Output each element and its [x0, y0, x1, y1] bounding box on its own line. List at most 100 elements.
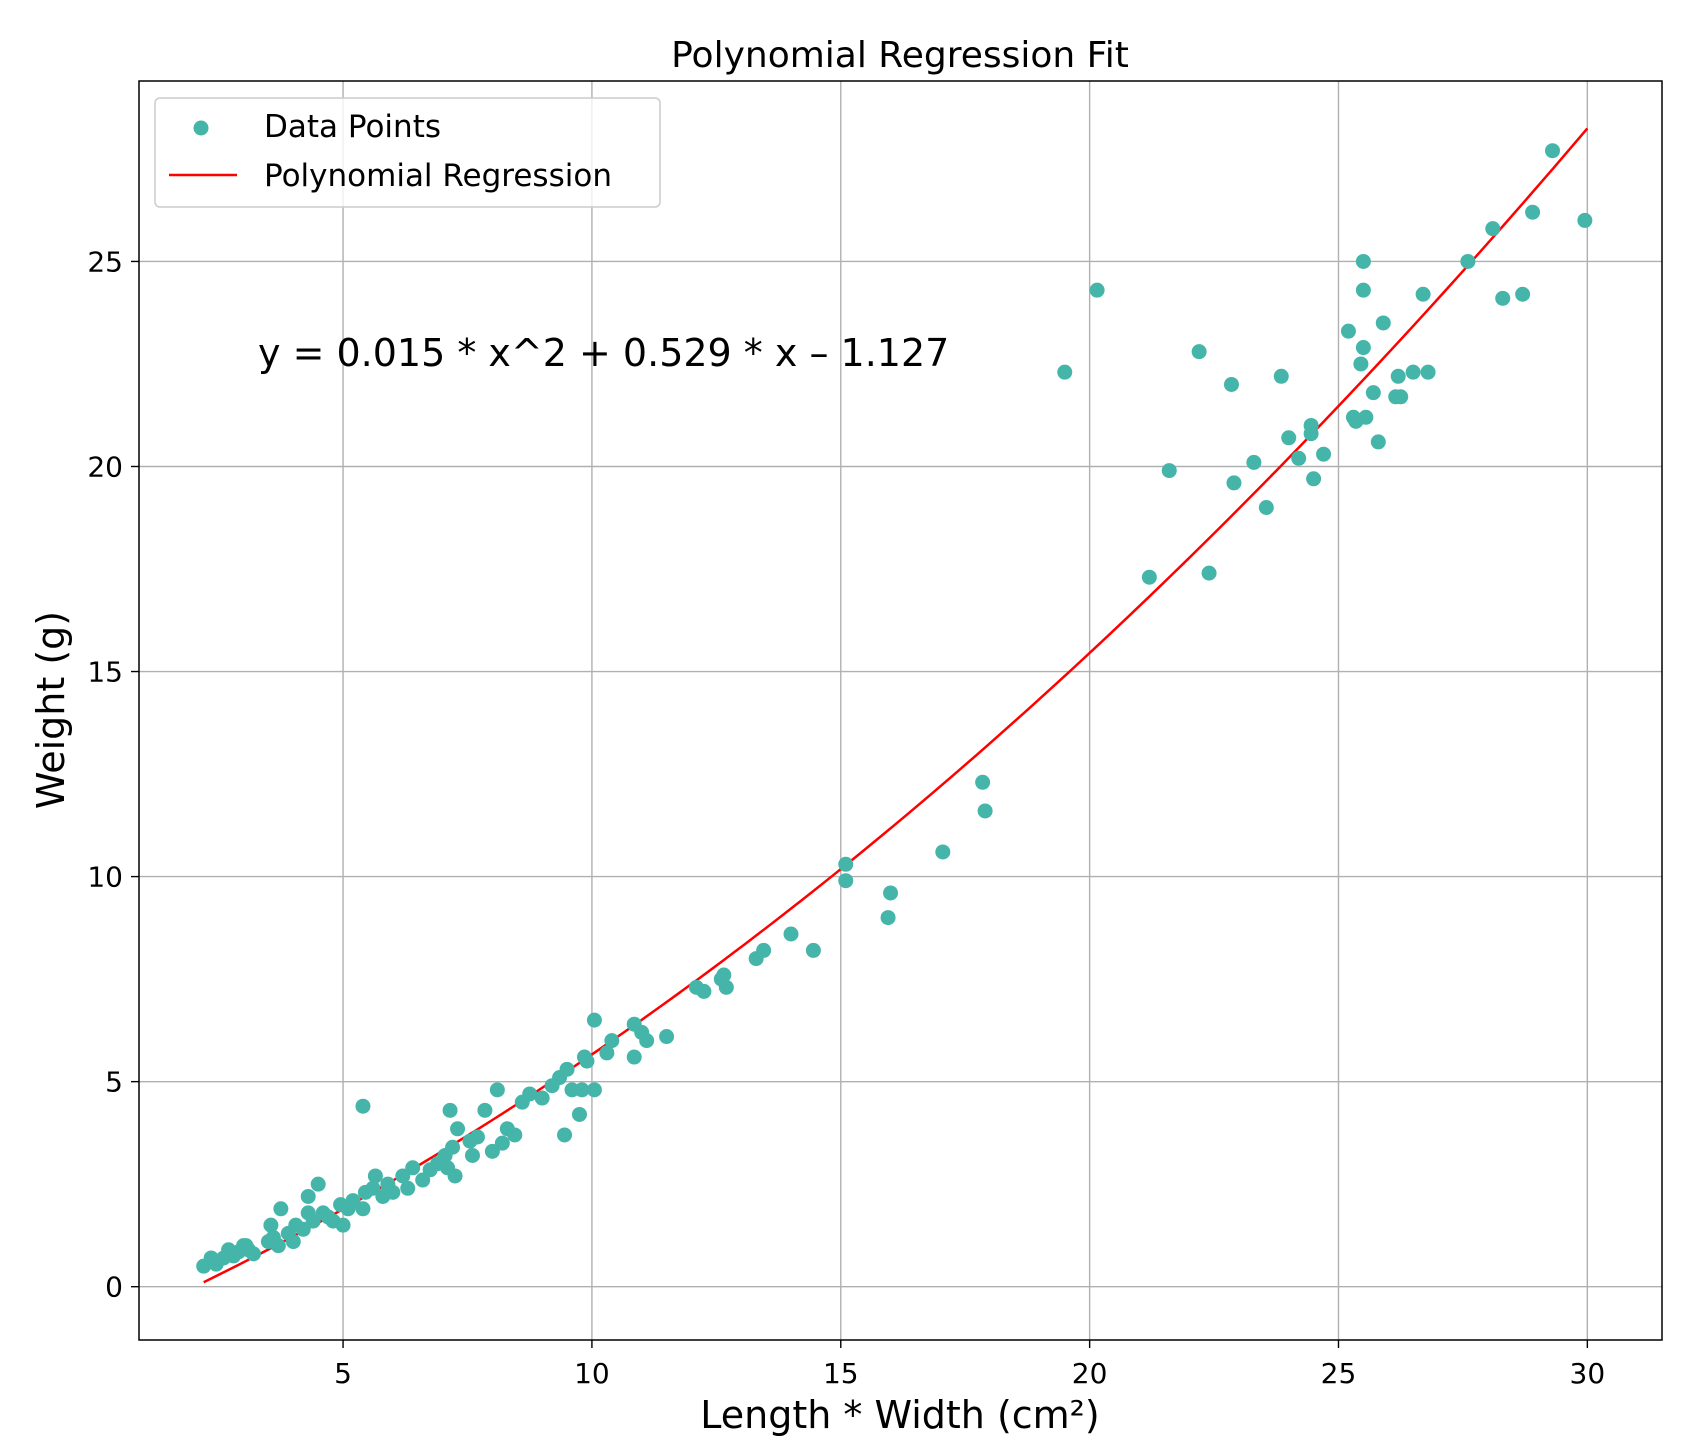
data-point: [838, 856, 854, 872]
data-point: [273, 1201, 289, 1217]
data-point: [1405, 364, 1421, 380]
data-point: [557, 1127, 573, 1143]
y-tick-label: 15: [87, 656, 123, 689]
data-point: [639, 1033, 655, 1049]
x-axis-ticks: 5 10 15 20 25 30: [334, 1340, 1605, 1390]
data-point: [1161, 463, 1177, 479]
data-point: [1246, 454, 1262, 470]
data-point: [1355, 340, 1371, 356]
data-point: [1141, 569, 1157, 585]
regression-curve-layer: [203, 127, 1589, 1284]
regression-curve: [203, 127, 1589, 1284]
data-point: [305, 1213, 321, 1229]
data-point: [285, 1234, 301, 1250]
data-point: [1201, 565, 1217, 581]
gridlines: [139, 81, 1662, 1340]
data-point: [1545, 143, 1560, 159]
data-point: [477, 1102, 493, 1118]
y-tick-label: 0: [105, 1271, 123, 1304]
data-point: [534, 1090, 550, 1106]
x-axis-label: Length * Width (cm²): [700, 1393, 1100, 1437]
data-point: [1355, 282, 1371, 298]
x-tick-label: 10: [574, 1357, 610, 1390]
data-point: [345, 1193, 361, 1209]
data-point: [1390, 368, 1406, 384]
data-point: [1191, 344, 1207, 360]
data-point: [880, 910, 896, 926]
data-point: [883, 885, 899, 901]
data-point: [1515, 286, 1531, 302]
data-point: [574, 1082, 590, 1098]
data-point: [1495, 290, 1511, 306]
y-tick-label: 20: [87, 450, 123, 483]
data-point: [355, 1098, 371, 1114]
data-point: [489, 1082, 505, 1098]
data-point: [1415, 286, 1431, 302]
x-tick-label: 30: [1570, 1357, 1606, 1390]
data-point: [696, 983, 712, 999]
data-point: [464, 1147, 480, 1163]
data-point: [365, 1180, 381, 1196]
data-point: [494, 1135, 510, 1151]
data-point: [716, 967, 732, 983]
data-point: [1223, 376, 1239, 392]
data-point: [718, 979, 734, 995]
data-point: [270, 1238, 286, 1254]
data-point: [263, 1217, 279, 1233]
data-point: [1358, 409, 1374, 425]
y-axis-label: Weight (g): [29, 611, 73, 809]
data-point: [579, 1053, 595, 1069]
data-point: [1355, 253, 1371, 269]
x-tick-label: 5: [334, 1357, 352, 1390]
data-point: [659, 1029, 675, 1045]
chart-title: Polynomial Regression Fit: [671, 35, 1129, 76]
data-point: [447, 1168, 463, 1184]
data-point: [522, 1086, 538, 1102]
legend-label-data-points: Data Points: [264, 109, 441, 145]
x-tick-label: 25: [1321, 1357, 1357, 1390]
data-point: [385, 1184, 401, 1200]
data-point: [838, 873, 854, 889]
data-point: [586, 1082, 602, 1098]
data-point: [599, 1045, 615, 1061]
data-point: [1420, 364, 1436, 380]
data-point: [1291, 450, 1307, 466]
data-point: [1057, 364, 1073, 380]
data-point: [445, 1139, 461, 1155]
data-point: [1340, 323, 1356, 339]
data-point: [975, 774, 991, 790]
data-point: [367, 1168, 383, 1184]
y-tick-label: 25: [87, 245, 123, 278]
data-point: [604, 1033, 620, 1049]
data-point: [238, 1238, 254, 1254]
data-point: [1460, 253, 1476, 269]
data-point: [977, 803, 993, 819]
data-point: [1375, 315, 1391, 331]
data-point: [507, 1127, 523, 1143]
data-point: [1485, 221, 1501, 237]
legend-marker-data-points: [193, 120, 209, 136]
data-point: [310, 1176, 326, 1192]
data-point: [805, 942, 821, 958]
data-point: [783, 926, 799, 942]
data-point: [1525, 204, 1541, 220]
data-point: [1306, 471, 1322, 487]
legend-label-polynomial-regression: Polynomial Regression: [264, 158, 612, 194]
data-point: [405, 1160, 421, 1176]
x-tick-label: 20: [1072, 1357, 1108, 1390]
data-point: [295, 1221, 311, 1237]
y-tick-label: 5: [105, 1066, 123, 1099]
y-axis-ticks: 0 5 10 15 20 25: [87, 245, 139, 1304]
legend: Data Points Polynomial Regression: [154, 97, 661, 208]
data-point: [1273, 368, 1289, 384]
data-point: [450, 1121, 466, 1137]
data-point: [1226, 475, 1242, 491]
legend-box: [154, 97, 661, 208]
regression-equation: y = 0.015 * x^2 + 0.529 * x – 1.127: [258, 331, 949, 375]
plot-frame: [138, 80, 1663, 1341]
data-point: [626, 1049, 642, 1065]
data-point: [1281, 430, 1297, 446]
data-point: [469, 1129, 485, 1145]
data-point: [1353, 356, 1369, 372]
